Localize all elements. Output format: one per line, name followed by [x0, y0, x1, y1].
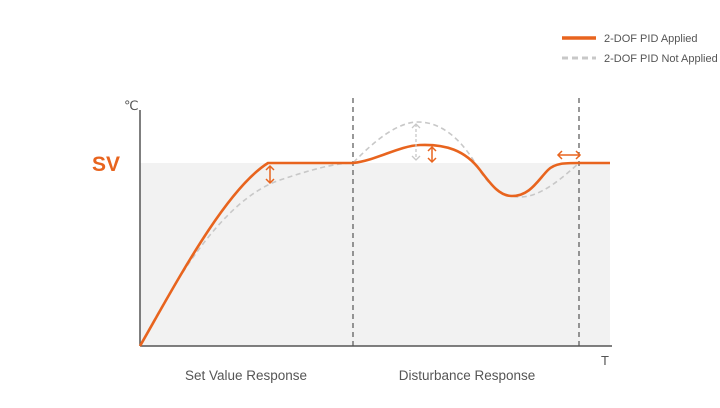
series-applied-line: [138, 143, 610, 347]
settling-arrow-horizontal: [556, 150, 582, 160]
sv-label: SV: [92, 153, 120, 176]
region-label-set-value: Set Value Response: [185, 368, 307, 383]
deviation-arrow-disturbance-reference: [411, 123, 421, 161]
deviation-arrow-set-value: [265, 164, 275, 185]
deviation-arrow-disturbance: [427, 145, 437, 164]
series-not-applied-line: [139, 121, 610, 347]
legend: 2-DOF PID Applied 2-DOF PID Not Applied: [562, 33, 718, 65]
legend-label-applied: 2-DOF PID Applied: [604, 33, 698, 45]
sv-band: [140, 163, 610, 346]
region-label-disturbance: Disturbance Response: [399, 368, 536, 383]
y-axis-label: ℃: [124, 98, 139, 113]
x-axis-label: T: [601, 353, 609, 368]
legend-label-not-applied: 2-DOF PID Not Applied: [604, 53, 718, 65]
